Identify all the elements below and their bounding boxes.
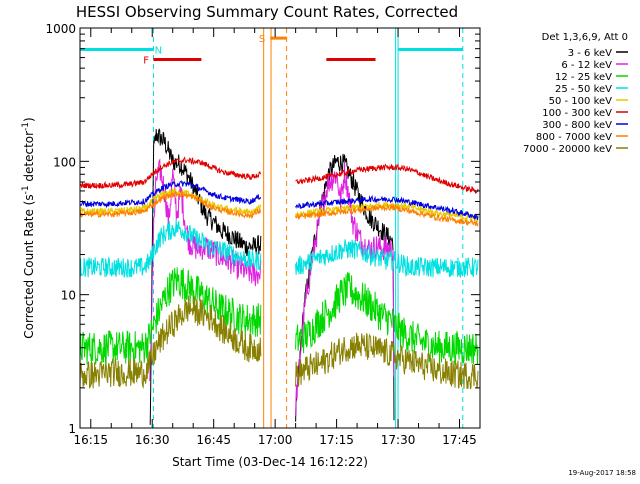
x-tick-label: 17:30 — [381, 433, 416, 447]
y-axis-title-sup1: -1 — [21, 185, 31, 194]
series-line — [149, 128, 262, 425]
series-line — [295, 271, 479, 366]
flag-layer: NF S — [80, 28, 464, 428]
series-line — [79, 190, 261, 220]
series-line — [295, 194, 479, 221]
legend-label: 300 - 800 keV — [542, 120, 612, 131]
series-300-800-kev — [79, 180, 479, 221]
series-line — [295, 163, 479, 195]
series-line — [79, 295, 262, 389]
plot-frame — [79, 27, 481, 429]
series-layer — [79, 128, 479, 425]
flag-label: F — [143, 56, 149, 67]
legend-label: 50 - 100 keV — [549, 96, 613, 107]
chart-title: HESSI Observing Summary Count Rates, Cor… — [76, 3, 458, 21]
x-tick-label: 17:15 — [319, 433, 354, 447]
x-tick-label: 16:15 — [73, 433, 108, 447]
x-tick-label: 17:45 — [442, 433, 477, 447]
legend-label: 800 - 7000 keV — [536, 132, 612, 143]
y-tick-label: 1000 — [45, 22, 76, 36]
series-line — [79, 180, 262, 209]
series-800-7000-kev — [79, 190, 479, 227]
series-line — [79, 219, 262, 278]
series-line — [295, 239, 479, 278]
legend-label: 3 - 6 keV — [568, 48, 612, 59]
y-axis-title: Corrected Count Rate (s-1 detector-1) — [21, 117, 36, 338]
x-tick-label: 16:30 — [135, 433, 170, 447]
series-line — [295, 203, 479, 227]
legend-label: 12 - 25 keV — [555, 72, 612, 83]
date-stamp: 19-Aug-2017 18:58 — [568, 469, 636, 477]
x-axis-title: Start Time (03-Dec-14 16:12:22) — [172, 455, 368, 469]
flag-label: N — [155, 45, 162, 56]
axes-layer: 16:15 16:30 16:45 17:00 17:15 17:30 17:45 1 10 10… — [45, 22, 481, 447]
series-3-6-kev — [149, 128, 395, 425]
y-axis-title-end: ) — [22, 117, 36, 122]
x-tick-label: 16:45 — [196, 433, 231, 447]
series-7000-20000-kev — [79, 295, 479, 390]
y-axis-title-main: Corrected Count Rate (s — [22, 194, 36, 338]
legend-label: 100 - 300 keV — [542, 108, 612, 119]
x-tick-label: 17:00 — [258, 433, 293, 447]
series-line — [79, 156, 262, 190]
y-tick-label: 10 — [61, 289, 76, 303]
series-100-300-kev — [79, 156, 479, 195]
y-tick-label: 1 — [68, 422, 76, 436]
series-line — [295, 153, 395, 422]
y-tick-label: 100 — [53, 155, 76, 169]
flag-label: S — [259, 34, 265, 45]
legend-label: 25 - 50 keV — [555, 84, 612, 95]
series-25-50-kev — [79, 219, 479, 278]
y-axis-title-mid: detector — [22, 131, 36, 186]
legend-label: 7000 - 20000 keV — [523, 144, 612, 155]
series-line — [295, 332, 479, 390]
y-axis-title-sup2: -1 — [21, 122, 31, 131]
legend-header: Det 1,3,6,9, Att 0 — [542, 32, 628, 43]
legend-label: 6 - 12 keV — [561, 60, 612, 71]
